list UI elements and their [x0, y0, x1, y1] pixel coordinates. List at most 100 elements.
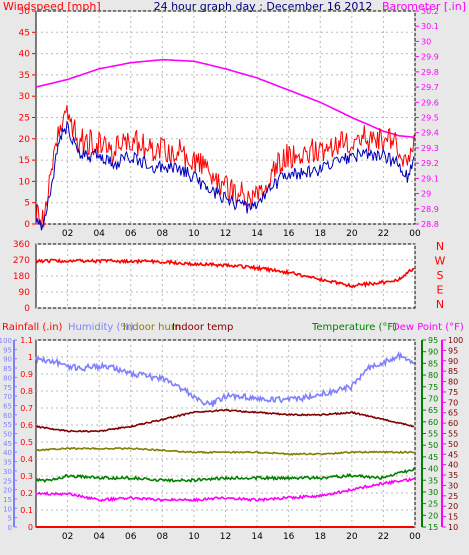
barometer-tick-label: 29.9 [421, 53, 439, 62]
x-tick-label: 20 [346, 532, 358, 542]
compass-label: N [436, 298, 444, 311]
x-tick-label: 00 [409, 229, 421, 239]
rain-tick-label: 0.3 [20, 472, 33, 481]
barometer-tick-label: 30 [421, 37, 431, 46]
x-tick-label: 12 [220, 229, 231, 239]
dew-point-tick-label: 50 [448, 440, 458, 449]
humidity-tick-label: 20 [3, 487, 12, 495]
x-tick-label: 02 [62, 532, 73, 542]
rain-tick-label: 0.7 [20, 404, 33, 413]
dew-point-tick-label: 75 [448, 388, 458, 397]
compass-label: E [437, 284, 444, 297]
rain-tick-label: 0.2 [20, 489, 33, 498]
indoor-temp-line [35, 408, 415, 433]
windspeed-tick-label: 25 [19, 114, 30, 124]
windspeed-tick-label: 50 [19, 7, 31, 17]
x-tick-label: 14 [251, 532, 263, 542]
panel-axis-label: Humidity (%) [68, 322, 134, 333]
barometer-tick-label: 29.2 [421, 159, 439, 168]
windspeed-tick-label: 40 [19, 50, 31, 60]
rain-tick-label: 0 [28, 523, 33, 532]
direction-tick-label: 270 [13, 256, 30, 266]
rain-tick-label: 1 [28, 353, 33, 362]
temperature-tick-label: 50 [428, 441, 438, 450]
barometer-tick-label: 29.3 [421, 144, 439, 153]
dew-point-tick-label: 15 [448, 513, 458, 522]
dew-point-tick-label: 65 [448, 409, 458, 418]
humidity-tick-label: 85 [3, 365, 12, 373]
dew-point-tick-label: 55 [448, 430, 458, 439]
x-tick-label: 10 [188, 229, 200, 239]
dew-point-tick-label: 80 [448, 378, 458, 387]
windspeed-tick-label: 5 [24, 199, 30, 209]
dew-point-tick-label: 35 [448, 471, 458, 480]
humidity-tick-label: 35 [3, 459, 12, 467]
temperature-tick-label: 25 [428, 500, 438, 509]
rain-tick-label: 0.8 [20, 387, 33, 396]
compass-label: W [435, 255, 446, 268]
temperature-tick-label: 85 [428, 359, 438, 368]
compass-label: S [437, 269, 444, 282]
barometer-line [35, 58, 416, 139]
panel-axis-label: Indoor temp [172, 322, 233, 333]
x-tick-label: 12 [220, 532, 231, 542]
humidity-tick-label: 45 [3, 440, 12, 448]
humidity-tick-label: 65 [3, 402, 12, 410]
x-tick-label: 18 [315, 229, 327, 239]
x-tick-label: 06 [125, 229, 137, 239]
dew-point-tick-label: 10 [448, 523, 458, 532]
dew-point-tick-label: 60 [448, 419, 458, 428]
humidity-tick-label: 15 [3, 496, 12, 504]
x-tick-label: 22 [378, 532, 389, 542]
barometer-tick-label: 29.7 [421, 83, 439, 92]
panel-axis-label: Rainfall (.in) [2, 322, 63, 333]
x-tick-label: 22 [378, 229, 389, 239]
x-tick-label: 08 [157, 229, 169, 239]
direction-tick-label: 90 [19, 288, 31, 298]
direction-tick-label: 0 [24, 304, 30, 314]
x-tick-label: 20 [346, 229, 358, 239]
dew-point-tick-label: 40 [448, 461, 458, 470]
windspeed-tick-label: 0 [24, 220, 30, 230]
wind-direction-line [35, 257, 415, 289]
windspeed-tick-label: 15 [19, 156, 30, 166]
barometer-tick-label: 30.2 [421, 7, 439, 16]
temperature-axis-label: Temperature (°F) [311, 322, 397, 333]
barometer-tick-label: 29 [421, 190, 431, 199]
humidity-tick-label: 100 [0, 337, 12, 345]
dew-point-tick-label: 85 [448, 367, 458, 376]
barometer-axis-label: Barometer [.in] [382, 0, 466, 13]
barometer-tick-label: 29.4 [421, 129, 439, 138]
temperature-tick-label: 75 [428, 383, 438, 392]
temperature-tick-label: 80 [428, 371, 438, 380]
humidity-tick-label: 5 [8, 515, 12, 523]
humidity-tick-label: 25 [3, 477, 12, 485]
barometer-tick-label: 30.1 [421, 22, 439, 31]
direction-tick-label: 180 [13, 272, 30, 282]
humidity-tick-label: 60 [3, 412, 12, 420]
windspeed-tick-label: 30 [19, 92, 31, 102]
panel-axis-label: Indoor hum [123, 322, 181, 333]
dew-point-tick-label: 45 [448, 450, 458, 459]
x-tick-label: 14 [251, 229, 263, 239]
windspeed-tick-label: 35 [19, 71, 30, 81]
windspeed-tick-label: 45 [19, 28, 30, 38]
x-tick-label: 18 [315, 532, 327, 542]
humidity-tick-label: 0 [8, 524, 12, 532]
dew-point-tick-label: 30 [448, 481, 458, 490]
x-tick-label: 00 [409, 532, 421, 542]
dew-point-tick-label: 70 [448, 398, 458, 407]
x-tick-label: 16 [283, 229, 295, 239]
windspeed-axis-label: Windspeed [mph] [3, 0, 101, 13]
temperature-tick-label: 45 [428, 453, 438, 462]
indoor-hum-line [35, 446, 415, 456]
x-tick-label: 16 [283, 532, 295, 542]
windspeed-barometer-panel: 02 04 06 08 10 12 14 16 18 20 22 000510152025303540… [3, 0, 466, 239]
humidity-tick-label: 30 [3, 468, 12, 476]
barometer-tick-label: 29.6 [421, 98, 439, 107]
rain-tick-label: 0.1 [20, 506, 33, 515]
humidity-tick-label: 90 [3, 356, 12, 364]
humidity-tick-label: 55 [3, 421, 12, 429]
